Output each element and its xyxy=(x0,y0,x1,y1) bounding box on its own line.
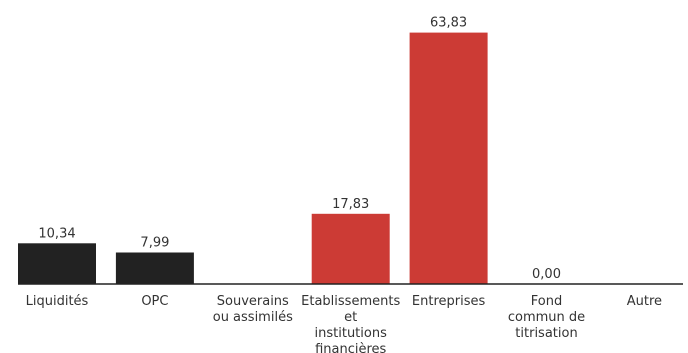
category-label-2: Souverains ou assimilés xyxy=(213,294,293,325)
data-label-3: 17,83 xyxy=(332,197,369,212)
data-label-1: 7,99 xyxy=(140,236,169,251)
category-label-3: Etablissements et institutions financières xyxy=(301,294,400,353)
category-label-4: Entreprises xyxy=(412,294,486,309)
category-label-6: Autre xyxy=(627,294,662,309)
bar-1 xyxy=(115,252,194,284)
category-label-1: OPC xyxy=(141,294,168,309)
category-label-0: Liquidités xyxy=(26,294,89,309)
category-label-5: Fond commun de titrisation xyxy=(508,294,585,341)
bar-0 xyxy=(18,243,96,284)
bar-4 xyxy=(409,32,488,284)
bar-3 xyxy=(311,213,390,284)
data-label-0: 10,34 xyxy=(38,226,75,241)
data-label-4: 63,83 xyxy=(430,16,467,31)
data-label-5: 0,00 xyxy=(532,267,561,282)
